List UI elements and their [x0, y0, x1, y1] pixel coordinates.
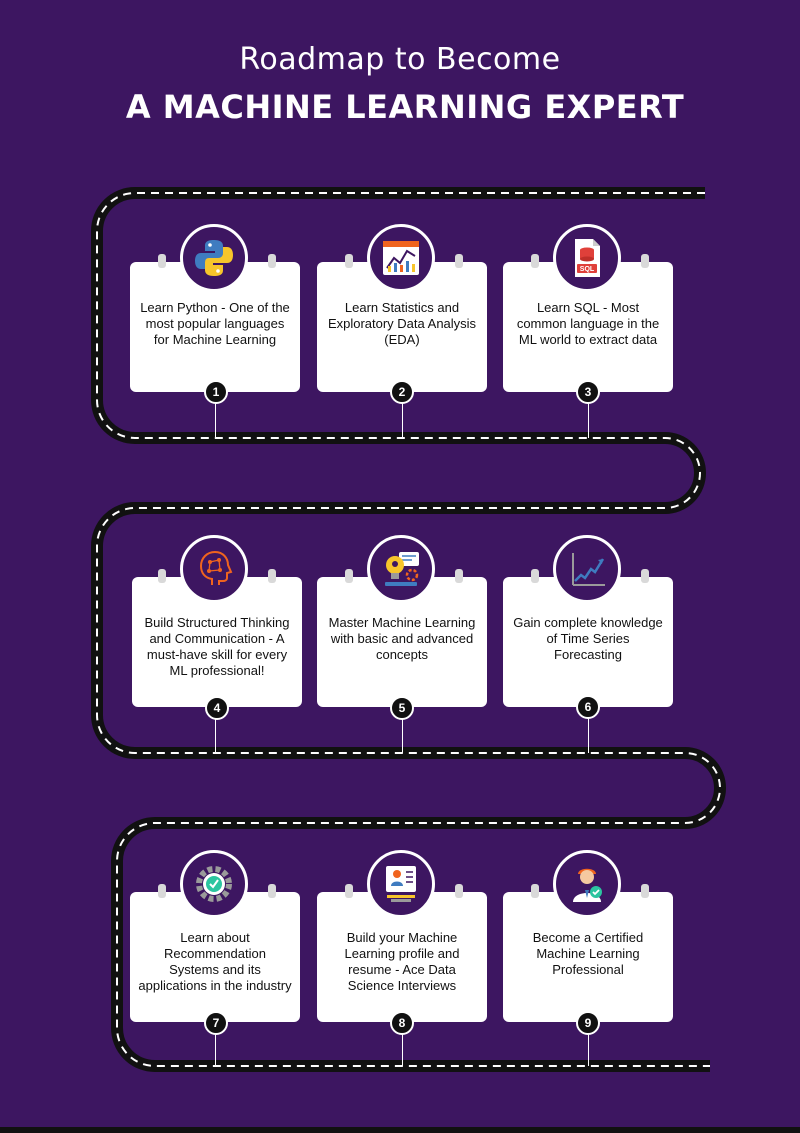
step-number-3: 3 [576, 380, 600, 404]
connector-line [588, 715, 589, 753]
svg-text:SQL: SQL [580, 266, 595, 273]
step-text: Become a Certified Machine Learning Prof… [532, 930, 644, 977]
step-number-9: 9 [576, 1011, 600, 1035]
step-card-2: Learn Statistics and Exploratory Data An… [317, 254, 487, 392]
connector-line [215, 715, 216, 753]
step-card-5: Master Machine Learning with basic and a… [317, 569, 487, 707]
connector-line [215, 400, 216, 438]
connector-line [588, 400, 589, 438]
step-number-7: 7 [204, 1011, 228, 1035]
connector-line [402, 715, 403, 753]
title-line-1: Roadmap to Become [239, 42, 561, 77]
connector-line [402, 400, 403, 438]
connector-line [402, 1028, 403, 1066]
step-text: Build your Machine Learning profile and … [344, 930, 460, 993]
step-text: Master Machine Learning with basic and a… [328, 615, 476, 662]
ml-lightbulb-icon [367, 535, 435, 603]
step-number-4: 4 [205, 696, 229, 720]
statistics-icon [367, 224, 435, 292]
connector-line [588, 1028, 589, 1066]
step-text: Learn Python - One of the most popular l… [140, 300, 290, 347]
step-text: Gain complete knowledge of Time Series F… [513, 615, 663, 662]
resume-icon [367, 850, 435, 918]
step-text: Learn about Recommendation Systems and i… [138, 930, 292, 993]
step-number-5: 5 [390, 696, 414, 720]
brain-icon [180, 535, 248, 603]
step-number-1: 1 [204, 380, 228, 404]
step-text: Build Structured Thinking and Communicat… [144, 615, 290, 678]
certified-professional-icon [553, 850, 621, 918]
step-number-6: 6 [576, 695, 600, 719]
recommendation-gear-icon [180, 850, 248, 918]
step-text: Learn SQL - Most common language in the … [516, 300, 660, 347]
step-text: Learn Statistics and Exploratory Data An… [327, 300, 477, 347]
step-card-3: Learn SQL - Most common language in the … [503, 254, 673, 392]
bottom-border [0, 1127, 800, 1133]
time-series-icon [553, 535, 621, 603]
step-number-2: 2 [390, 380, 414, 404]
step-card-7: Learn about Recommendation Systems and i… [130, 884, 300, 1022]
connector-line [215, 1028, 216, 1066]
step-number-8: 8 [390, 1011, 414, 1035]
sql-icon: SQL [553, 224, 621, 292]
title-line-2: A MACHINE LEARNING EXPERT [125, 88, 685, 126]
python-icon [180, 224, 248, 292]
